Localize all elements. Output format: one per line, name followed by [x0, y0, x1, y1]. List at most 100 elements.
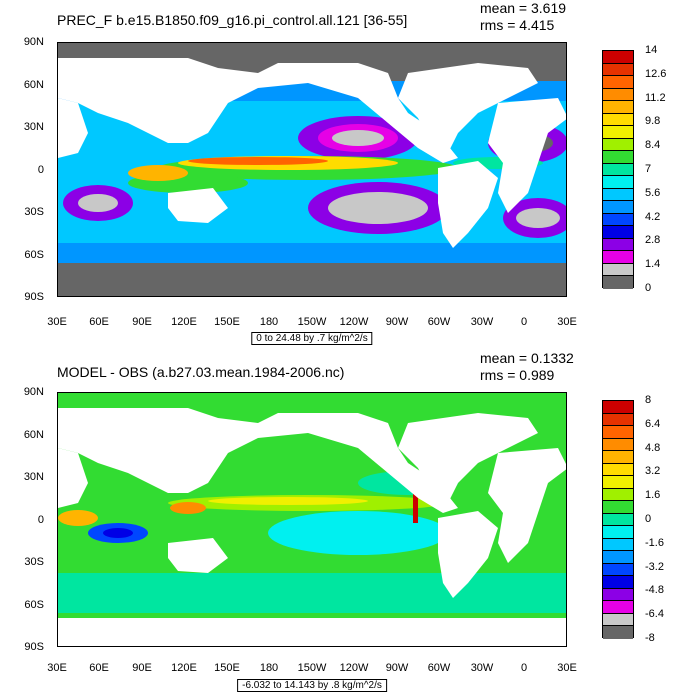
top-x-tick-label: 150W — [297, 316, 327, 328]
bottom-diff-map — [57, 392, 567, 647]
colorbar-label: 8 — [645, 394, 652, 406]
colorbar-swatch — [603, 613, 633, 627]
colorbar-swatch — [603, 463, 633, 477]
bottom-x-tick-label: 60W — [427, 662, 451, 674]
bottom-mc-pos — [170, 502, 206, 514]
bottom-y-tick-label: 60N — [23, 429, 44, 441]
bottom-x-tick-label: 0 — [520, 662, 528, 674]
colorbar-swatch — [603, 438, 633, 452]
colorbar-label: 3.2 — [645, 465, 661, 478]
colorbar-swatch — [603, 251, 633, 264]
top-panel: PREC_F b.e15.B1850.f09_g16.pi_control.al… — [23, 0, 666, 345]
bottom-x-tick-label: 180 — [259, 662, 279, 674]
top-sa-dry-core — [516, 208, 560, 228]
colorbar-label: 9.8 — [645, 115, 661, 128]
top-sp-dry-core — [328, 192, 428, 224]
top-range-note: 0 to 24.48 by .7 kg/m^2/s — [251, 332, 373, 345]
top-y-tick-label: 90N — [23, 36, 44, 48]
bottom-y-tick-label: 90N — [23, 386, 44, 398]
top-rms: rms = 4.415 — [480, 17, 555, 33]
colorbar-swatch — [603, 213, 633, 227]
colorbar-swatch — [603, 551, 633, 564]
colorbar-swatch — [603, 488, 633, 502]
top-x-tick-label: 60W — [427, 316, 451, 328]
colorbar-swatch — [603, 163, 633, 177]
bottom-andes-pos — [413, 493, 418, 523]
bottom-y-tick-label: 90S — [24, 641, 44, 653]
bottom-y-tick-label: 0 — [37, 514, 44, 526]
top-chart-title: PREC_F b.e15.B1850.f09_g16.pi_control.al… — [57, 12, 408, 28]
bottom-southern-band — [58, 573, 566, 613]
colorbar-swatch — [603, 626, 633, 639]
colorbar-swatch — [603, 526, 633, 539]
colorbar-swatch — [603, 88, 633, 102]
top-y-tick-label: 60N — [23, 79, 44, 91]
colorbar-swatch — [603, 576, 633, 589]
colorbar-label: 6.4 — [645, 417, 661, 430]
colorbar-label: -3.2 — [645, 560, 664, 573]
bottom-rms: rms = 0.989 — [480, 367, 555, 383]
top-io-dry-core — [78, 194, 118, 212]
bottom-x-tick-label: 30E — [47, 662, 67, 674]
top-x-tick-label: 90W — [385, 316, 409, 328]
colorbar-swatch — [603, 101, 633, 114]
colorbar-swatch — [603, 201, 633, 214]
colorbar-label: 0 — [645, 282, 652, 294]
colorbar-swatch — [603, 126, 633, 139]
colorbar-label: 1.4 — [645, 258, 661, 271]
colorbar-swatch — [603, 451, 633, 464]
colorbar-swatch — [603, 176, 633, 189]
top-x-tick-label: 0 — [520, 316, 528, 328]
top-itcz-core — [188, 157, 328, 165]
top-x-tick-label: 180 — [259, 316, 279, 328]
colorbar-label: 1.6 — [645, 489, 661, 502]
colorbar-swatch — [603, 426, 633, 439]
bottom-x-tick-label: 60E — [89, 662, 109, 674]
top-x-tick-label: 90E — [132, 316, 152, 328]
top-x-tick-label: 60E — [89, 316, 109, 328]
colorbar-swatch — [603, 413, 633, 427]
top-x-tick-label: 150E — [214, 316, 240, 328]
bottom-range-note: -6.032 to 14.143 by .8 kg/m^2/s — [237, 679, 387, 692]
bottom-x-tick-label: 150W — [297, 662, 327, 674]
colorbar-swatch — [603, 113, 633, 127]
colorbar-label: 11.2 — [645, 91, 666, 104]
colorbar-swatch — [603, 238, 633, 252]
top-map-graphic — [58, 43, 566, 296]
colorbar-label: 14 — [645, 44, 658, 56]
colorbar-swatch — [603, 401, 633, 414]
colorbar-swatch — [603, 476, 633, 489]
colorbar-label: 5.6 — [645, 186, 661, 199]
colorbar-swatch — [603, 501, 633, 514]
colorbar-label: -8 — [645, 632, 655, 644]
top-precip-map — [57, 42, 567, 297]
bottom-y-tick-label: 60S — [24, 599, 44, 611]
colorbar-swatch — [603, 513, 633, 527]
top-y-tick-label: 0 — [37, 164, 44, 176]
bottom-panel: MODEL - OBS (a.b27.03.mean.1984-2006.nc)… — [0, 350, 700, 700]
top-y-tick-label: 90S — [24, 291, 44, 303]
colorbar-label: 7 — [645, 163, 652, 175]
colorbar-swatch — [603, 563, 633, 577]
bottom-sp-neg — [268, 511, 448, 555]
top-southern-band — [58, 243, 566, 263]
top-maritime-continent — [128, 165, 188, 181]
top-x-tick-label: 120E — [171, 316, 197, 328]
bottom-x-tick-label: 30W — [470, 662, 494, 674]
bottom-x-tick-label: 90E — [132, 662, 152, 674]
colorbar-swatch — [603, 276, 633, 289]
top-x-tick-label: 120W — [339, 316, 369, 328]
bottom-io-neg-core — [103, 528, 133, 538]
bottom-colorbar — [602, 400, 634, 639]
top-x-tick-label: 30E — [47, 316, 67, 328]
bottom-y-tick-label: 30S — [24, 556, 44, 568]
bottom-africa-pos — [58, 510, 98, 526]
colorbar-swatch — [603, 588, 633, 602]
colorbar-swatch — [603, 138, 633, 152]
top-x-tick-label: 30W — [470, 316, 494, 328]
top-mean: mean = 3.619 — [480, 0, 567, 16]
colorbar-label: 4.2 — [645, 210, 661, 223]
colorbar-label: 0 — [645, 513, 652, 525]
colorbar-swatch — [603, 601, 633, 614]
top-y-tick-label: 30N — [23, 121, 44, 133]
